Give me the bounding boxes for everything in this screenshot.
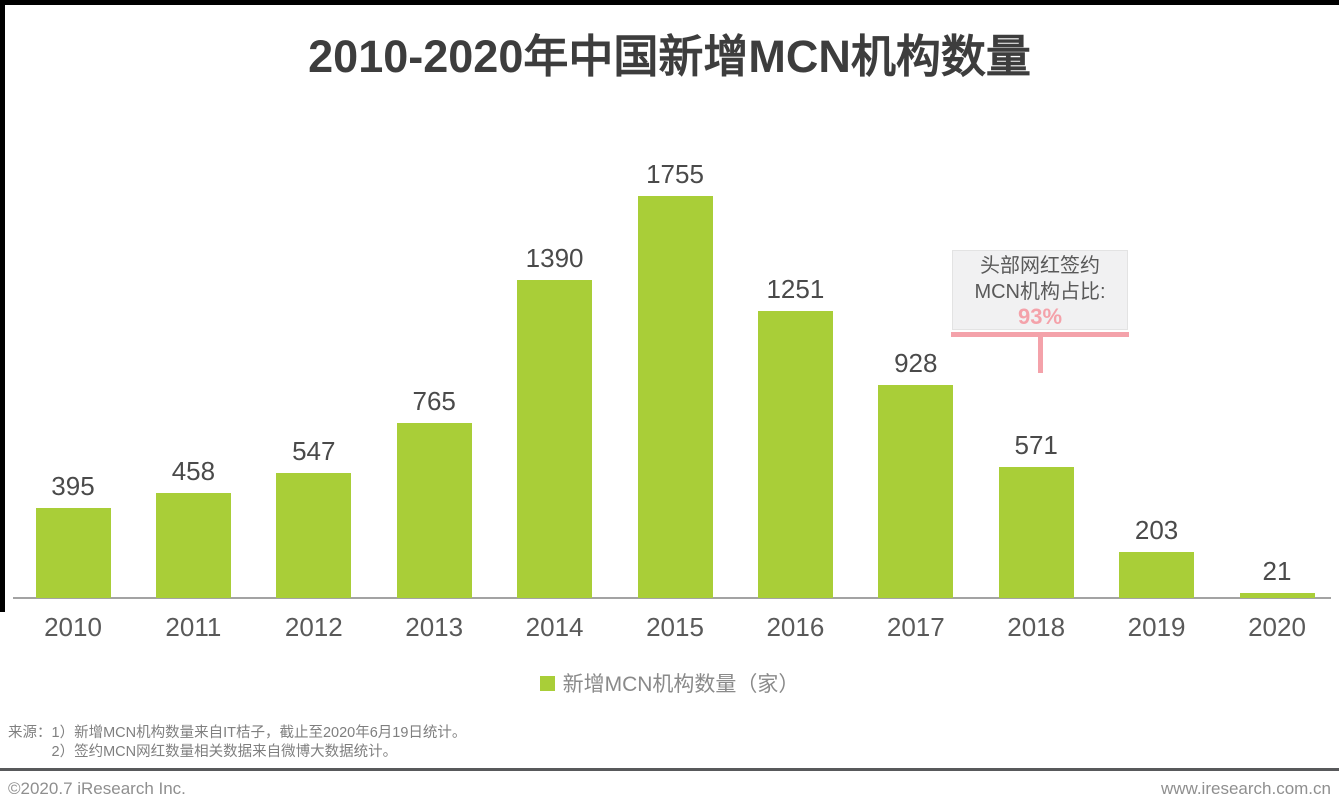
value-label-2015: 1755 <box>646 159 704 189</box>
x-tick-2013: 2013 <box>405 612 464 642</box>
value-label-2018: 571 <box>1014 430 1058 460</box>
value-label-2016: 1251 <box>766 274 825 304</box>
value-label-2019: 203 <box>1134 515 1179 545</box>
chart-legend: 新增MCN机构数量（家） <box>0 668 1339 698</box>
x-axis-line <box>13 597 1331 599</box>
bar-2020 <box>1239 593 1315 598</box>
value-label-2010: 395 <box>51 471 95 501</box>
x-tick-2017: 2017 <box>886 612 945 642</box>
legend-label: 新增MCN机构数量（家） <box>562 673 800 696</box>
bar-2016 <box>757 311 833 598</box>
footer-separator-line <box>0 768 1339 771</box>
website-url: www.iresearch.com.cn <box>1160 779 1331 798</box>
value-label-2011: 458 <box>171 456 216 486</box>
x-tick-2014: 2014 <box>525 612 584 642</box>
bar-2013 <box>396 423 472 598</box>
x-tick-2016: 2016 <box>766 612 825 642</box>
annotation-pointer-line <box>1038 337 1043 373</box>
value-label-2013: 765 <box>412 386 456 416</box>
legend-color-swatch <box>539 675 555 691</box>
source-notes: 来源： 1）新增MCN机构数量来自IT桔子，截止至2020年6月19日统计。 2… <box>8 724 1108 762</box>
x-tick-2019: 2019 <box>1127 612 1186 642</box>
x-tick-2011: 2011 <box>165 612 222 642</box>
footer-bar: ©2020.7 iResearch Inc. www.iresearch.com… <box>0 771 1339 811</box>
value-label-2020: 21 <box>1262 556 1292 586</box>
bar-2010 <box>35 508 111 598</box>
source-note-1: 1）新增MCN机构数量来自IT桔子，截止至2020年6月19日统计。 <box>51 725 467 741</box>
source-note-2: 2）签约MCN网红数量相关数据来自微博大数据统计。 <box>51 744 398 760</box>
annotation-line-2: MCN机构占比: <box>974 281 1106 303</box>
value-label-2017: 928 <box>894 348 938 378</box>
x-tick-2020: 2020 <box>1248 612 1306 642</box>
bar-2017 <box>878 385 954 598</box>
bar-2011 <box>155 493 231 598</box>
x-tick-2018: 2018 <box>1007 612 1066 642</box>
chart-title: 2010-2020年中国新增MCN机构数量 <box>308 31 1031 82</box>
bar-2014 <box>517 280 593 598</box>
source-label: 来源： <box>8 725 52 741</box>
value-label-2014: 1390 <box>525 243 584 273</box>
x-tick-2010: 2010 <box>44 612 102 642</box>
x-tick-2012: 2012 <box>284 612 343 642</box>
value-label-2012: 547 <box>292 436 336 466</box>
annotation-underline <box>951 332 1129 337</box>
screenshot-left-border-artifact <box>0 0 5 612</box>
annotation-callout: 头部网红签约 MCN机构占比: 93% <box>952 250 1128 330</box>
copyright-text: ©2020.7 iResearch Inc. <box>8 779 186 798</box>
annotation-line-1: 头部网红签约 <box>980 255 1100 277</box>
bar-2019 <box>1119 552 1195 598</box>
source-note-list: 1）新增MCN机构数量来自IT桔子，截止至2020年6月19日统计。 2）签约M… <box>52 724 467 762</box>
bar-2018 <box>998 467 1074 598</box>
bar-2015 <box>637 196 713 598</box>
bar-2012 <box>276 473 352 598</box>
x-tick-2015: 2015 <box>646 612 704 642</box>
annotation-value: 93% <box>1017 304 1063 329</box>
screenshot-top-border-artifact <box>0 0 1339 5</box>
